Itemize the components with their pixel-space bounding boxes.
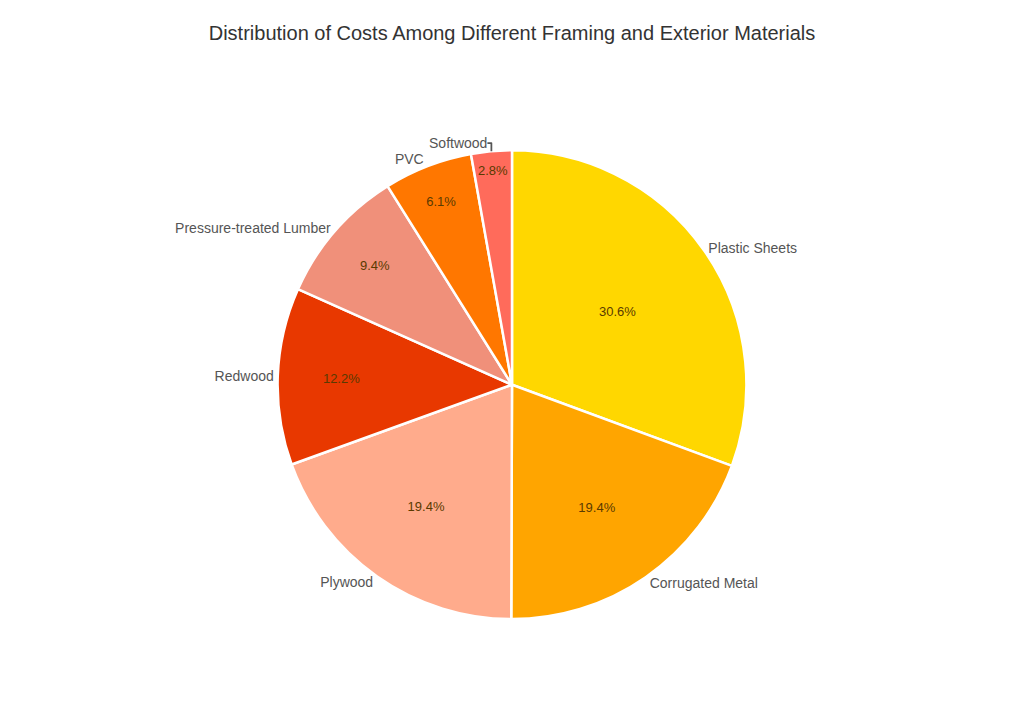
svg-text:2.8%: 2.8% bbox=[478, 163, 508, 178]
svg-text:PVC: PVC bbox=[395, 151, 424, 167]
svg-text:30.6%: 30.6% bbox=[599, 304, 636, 319]
svg-text:9.4%: 9.4% bbox=[360, 258, 390, 273]
svg-text:6.1%: 6.1% bbox=[426, 194, 456, 209]
svg-text:Distribution of Costs Among Di: Distribution of Costs Among Different Fr… bbox=[209, 22, 816, 44]
svg-text:Plywood: Plywood bbox=[320, 574, 373, 590]
svg-text:Softwood: Softwood bbox=[429, 135, 487, 151]
svg-text:19.4%: 19.4% bbox=[578, 500, 615, 515]
svg-text:Pressure-treated Lumber: Pressure-treated Lumber bbox=[175, 220, 331, 236]
svg-text:Redwood: Redwood bbox=[215, 368, 274, 384]
svg-text:19.4%: 19.4% bbox=[408, 499, 445, 514]
svg-text:Plastic Sheets: Plastic Sheets bbox=[708, 240, 797, 256]
svg-text:12.2%: 12.2% bbox=[323, 371, 360, 386]
svg-text:Corrugated Metal: Corrugated Metal bbox=[650, 575, 758, 591]
